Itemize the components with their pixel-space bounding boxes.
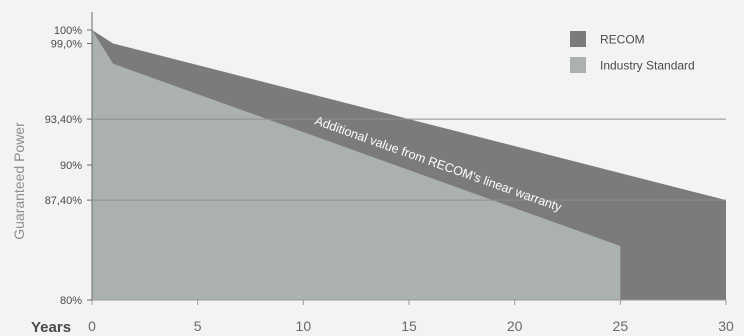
y-ticks: 100% 99,0% 93,40% 90% 87,40% 80%: [45, 25, 92, 307]
legend-swatch: [570, 31, 586, 47]
y-tick-label: 80%: [60, 295, 82, 307]
x-tick-label: 25: [613, 318, 629, 334]
series-areas: [92, 30, 726, 300]
y-tick-label: 93,40%: [45, 114, 83, 126]
y-tick-label: 99,0%: [51, 39, 82, 51]
x-tick-label: 20: [507, 318, 523, 334]
series-area-industry-standard: [92, 30, 621, 300]
legend-swatch: [570, 57, 586, 73]
x-tick-label: 5: [194, 318, 202, 334]
y-tick-label: 100%: [54, 25, 82, 37]
y-tick-label: 87,40%: [45, 195, 83, 207]
x-tick-label: 10: [296, 318, 312, 334]
y-tick-label: 90%: [60, 160, 82, 172]
x-tick-label: 30: [718, 318, 734, 334]
x-tick-label: 0: [88, 318, 96, 334]
legend-label: RECOM: [600, 33, 645, 47]
x-tick-label: 15: [401, 318, 417, 334]
x-axis-title: Years: [31, 319, 71, 336]
legend: RECOM Industry Standard: [570, 31, 695, 73]
x-ticks: 0 5 10 15 20 25 30: [88, 300, 734, 334]
legend-label: Industry Standard: [600, 59, 695, 73]
y-axis-title: Guaranteed Power: [11, 122, 27, 240]
